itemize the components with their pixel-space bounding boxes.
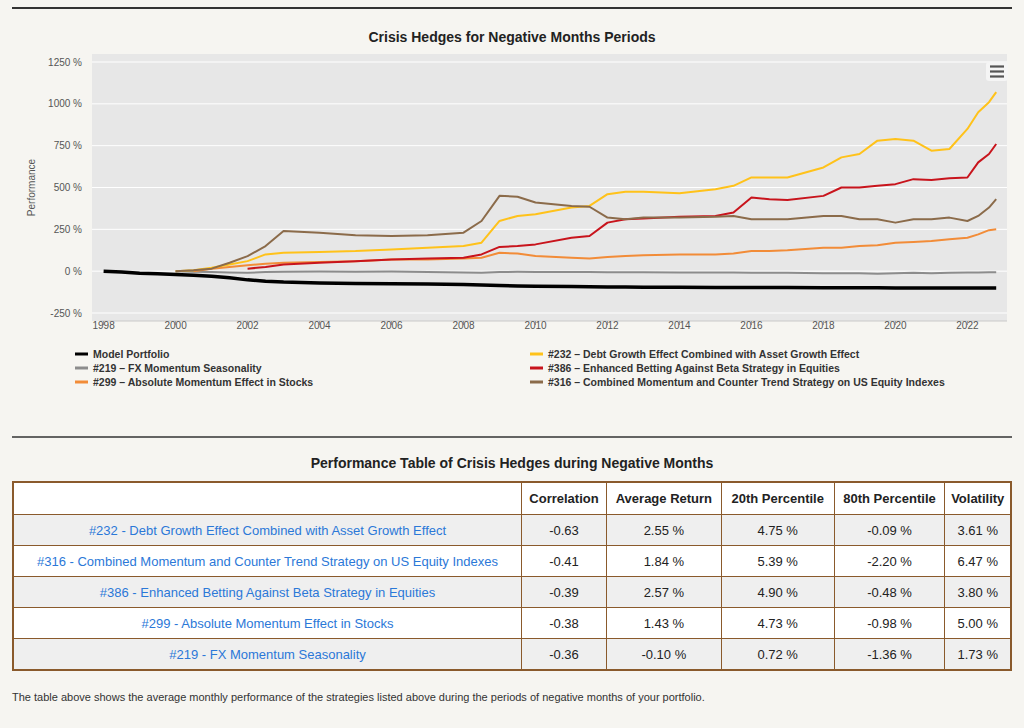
table-cell: -0.48 % [834, 577, 945, 608]
legend-swatch [75, 381, 88, 384]
series-line [176, 196, 997, 271]
menu-bar [990, 65, 1004, 67]
header-cell: Average Return [606, 482, 721, 515]
menu-icon[interactable] [986, 62, 1008, 81]
table-cell: 1.43 % [606, 608, 721, 639]
legend-label: #219 – FX Momentum Seasonality [93, 362, 262, 374]
table-row: #299 - Absolute Momentum Effect in Stock… [13, 608, 1011, 639]
legend-swatch [75, 353, 88, 356]
table-title: Performance Table of Crisis Hedges durin… [0, 455, 1024, 471]
legend-label: #299 – Absolute Momentum Effect in Stock… [93, 376, 313, 388]
table-cell: -0.41 [522, 546, 607, 577]
menu-bar [990, 70, 1004, 72]
table-cell: 4.73 % [721, 608, 834, 639]
table-row: #232 - Debt Growth Effect Combined with … [13, 515, 1011, 546]
series-line [176, 271, 997, 274]
legend-swatch [530, 353, 543, 356]
table-cell: 2.55 % [606, 515, 721, 546]
series-line [176, 92, 997, 271]
table-cell: 6.47 % [945, 546, 1011, 577]
table-cell: -0.09 % [834, 515, 945, 546]
table-cell: -0.39 [522, 577, 607, 608]
x-tick-label: 2020 [884, 320, 907, 331]
legend-label: #316 – Combined Momentum and Counter Tre… [548, 376, 945, 388]
series-lines [104, 92, 997, 288]
x-tick-label: 2002 [236, 320, 259, 331]
legend-swatch [530, 367, 543, 370]
y-tick-label: 750 % [54, 140, 82, 151]
chart-title: Crisis Hedges for Negative Months Period… [368, 29, 655, 45]
legend-label: Model Portfolio [93, 348, 169, 360]
header-cell: 80th Percentile [834, 482, 945, 515]
x-tick-label: 2014 [668, 320, 691, 331]
strategy-link[interactable]: #299 - Absolute Momentum Effect in Stock… [13, 608, 522, 639]
grid-line [92, 62, 1007, 63]
strategy-link[interactable]: #386 - Enhanced Betting Against Beta Str… [13, 577, 522, 608]
table-cell: 3.80 % [945, 577, 1011, 608]
table-cell: 1.84 % [606, 546, 721, 577]
table-cell: 5.00 % [945, 608, 1011, 639]
table-cell: 2.57 % [606, 577, 721, 608]
x-tick-label: 2010 [524, 320, 547, 331]
table-cell: 4.90 % [721, 577, 834, 608]
legend-label: #232 – Debt Growth Effect Combined with … [548, 348, 860, 360]
y-tick-label: -250 % [50, 308, 82, 319]
strategy-link[interactable]: #219 - FX Momentum Seasonality [13, 639, 522, 671]
plot-background [92, 54, 1007, 321]
x-tick-label: 2016 [740, 320, 763, 331]
series-line [104, 271, 997, 288]
grid-line [92, 313, 1007, 314]
table-cell: -1.36 % [834, 639, 945, 671]
series-line [194, 229, 997, 271]
header-row: CorrelationAverage Return20th Percentile… [13, 482, 1011, 515]
table-cell: -0.63 [522, 515, 607, 546]
legend-label: #386 – Enhanced Betting Against Beta Str… [548, 362, 840, 374]
top-rule [12, 7, 1012, 9]
header-cell: Volatility [945, 482, 1011, 515]
footnote: The table above shows the average monthl… [12, 691, 705, 703]
x-tick-label: 2006 [380, 320, 403, 331]
grid-line [92, 103, 1007, 104]
header-cell [13, 482, 522, 515]
table-cell: -2.20 % [834, 546, 945, 577]
x-tick-label: 2018 [812, 320, 835, 331]
y-tick-label: 0 % [65, 266, 82, 277]
table-cell: -0.10 % [606, 639, 721, 671]
x-tick-label: 2008 [452, 320, 475, 331]
strategy-link[interactable]: #316 - Combined Momentum and Counter Tre… [13, 546, 522, 577]
legend-swatch [530, 381, 543, 384]
table-row: #386 - Enhanced Betting Against Beta Str… [13, 577, 1011, 608]
table-row: #316 - Combined Momentum and Counter Tre… [13, 546, 1011, 577]
table-cell: 3.61 % [945, 515, 1011, 546]
y-tick-label: 1250 % [48, 57, 82, 68]
table-cell: -0.98 % [834, 608, 945, 639]
legend-swatch [75, 367, 88, 370]
table-cell: -0.36 [522, 639, 607, 671]
table-cell: -0.38 [522, 608, 607, 639]
y-tick-label: 500 % [54, 182, 82, 193]
performance-table: CorrelationAverage Return20th Percentile… [12, 481, 1012, 671]
table-cell: 0.72 % [721, 639, 834, 671]
x-tick-label: 2012 [596, 320, 619, 331]
y-tick-label: 250 % [54, 224, 82, 235]
header-cell: 20th Percentile [721, 482, 834, 515]
table-cell: 4.75 % [721, 515, 834, 546]
table-row: #219 - FX Momentum Seasonality-0.36-0.10… [13, 639, 1011, 671]
x-tick-label: 2000 [164, 320, 187, 331]
x-tick-label: 2022 [956, 320, 979, 331]
x-tick-label: 2004 [308, 320, 331, 331]
menu-bar [990, 75, 1004, 77]
table-cell: 5.39 % [721, 546, 834, 577]
table-cell: 1.73 % [945, 639, 1011, 671]
x-tick-label: 1998 [92, 320, 115, 331]
menu-button [986, 62, 1008, 81]
y-tick-label: 1000 % [48, 98, 82, 109]
grid-line [92, 229, 1007, 230]
chart: Crisis Hedges for Negative Months Period… [0, 0, 1024, 440]
series-line [248, 144, 997, 269]
strategy-link[interactable]: #232 - Debt Growth Effect Combined with … [13, 515, 522, 546]
section-rule [12, 436, 1012, 438]
header-cell: Correlation [522, 482, 607, 515]
y-axis-label: Performance [26, 158, 37, 216]
